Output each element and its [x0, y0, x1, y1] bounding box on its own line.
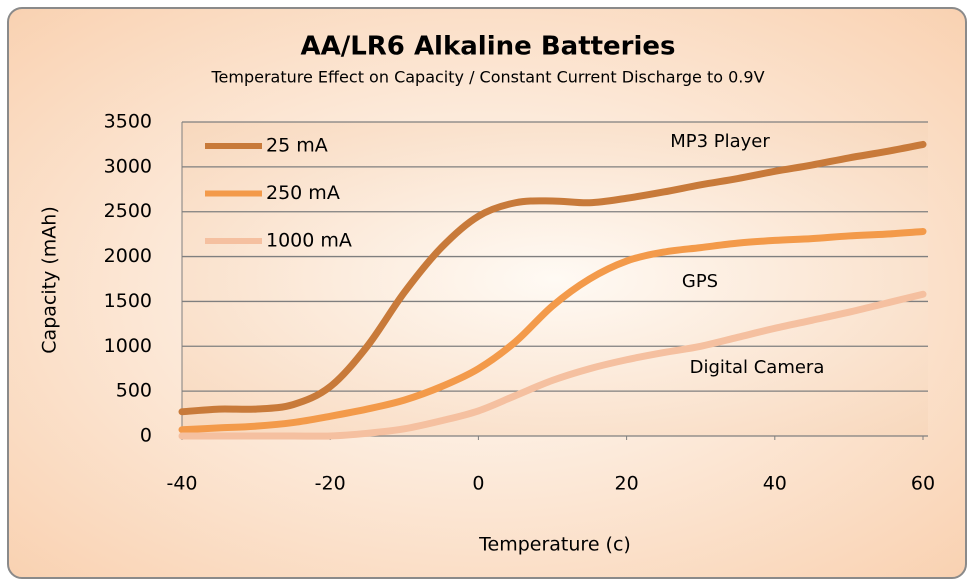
annotation: MP3 Player	[670, 131, 770, 152]
x-tick-label: 40	[763, 473, 787, 495]
y-axis-label: Capacity (mAh)	[39, 206, 61, 353]
chart-title: AA/LR6 Alkaline Batteries	[300, 32, 675, 62]
x-tick-label: -40	[166, 473, 197, 495]
y-tick-label: 500	[116, 380, 152, 402]
y-tick-label: 2500	[104, 200, 152, 222]
legend-label: 25 mA	[266, 135, 328, 157]
legend-label: 250 mA	[266, 182, 340, 204]
legend-label: 1000 mA	[266, 230, 352, 252]
series-line	[178, 290, 927, 440]
plot-area	[182, 122, 928, 436]
y-tick-label: 0	[140, 425, 152, 447]
y-tick-label: 3000	[104, 155, 152, 177]
y-tick-label: 1000	[104, 335, 152, 357]
x-tick-label: -20	[315, 473, 346, 495]
y-tick-label: 1500	[104, 290, 152, 312]
annotation: GPS	[682, 271, 718, 292]
x-tick-label: 0	[472, 473, 484, 495]
y-tick-label: 2000	[104, 245, 152, 267]
x-tick-label: 60	[911, 473, 935, 495]
series-line	[178, 140, 927, 416]
annotation: Digital Camera	[690, 357, 825, 378]
x-tick-label: 20	[615, 473, 639, 495]
x-axis-label: Temperature (c)	[478, 534, 631, 556]
y-tick-label: 3500	[104, 111, 152, 133]
chart-subtitle: Temperature Effect on Capacity / Constan…	[210, 68, 764, 87]
series-line	[178, 227, 927, 434]
